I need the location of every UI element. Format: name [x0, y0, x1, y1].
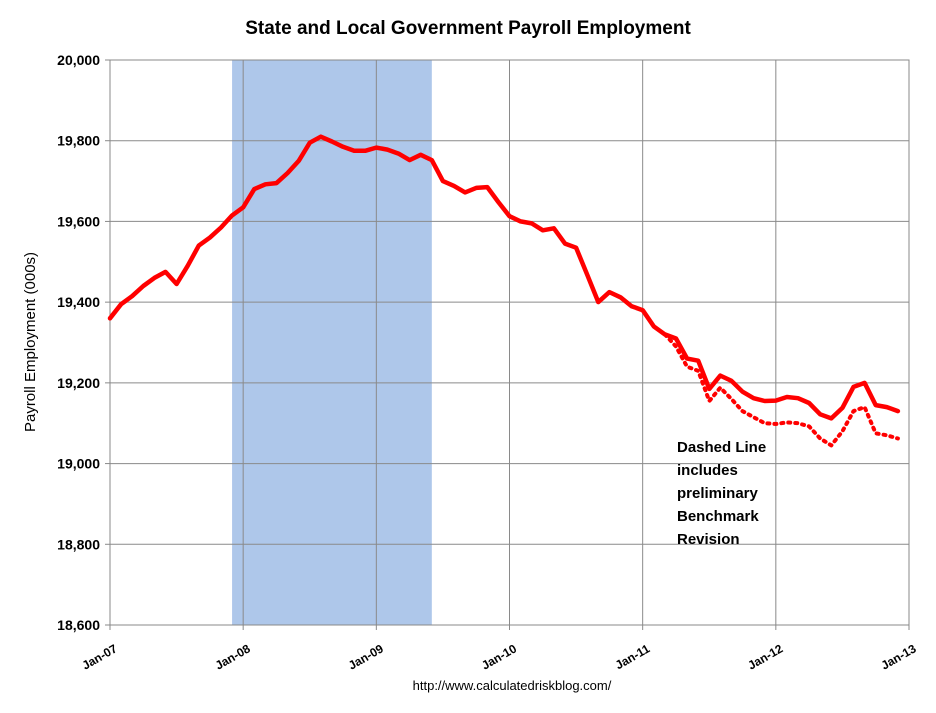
- annotation-line: Dashed Line: [677, 439, 766, 456]
- y-tick-label: 20,000: [57, 52, 100, 68]
- annotation-line: includes: [677, 462, 738, 479]
- gridlines: [105, 59, 910, 630]
- x-axis-ticks: Jan-07 Jan-08 Jan-09 Jan-10 Jan-11 Jan-12 Jan-…: [80, 641, 919, 672]
- y-axis-ticks: 18,600 18,800 19,000 19,200 19,400 19,600 19,8…: [57, 52, 100, 633]
- y-tick-label: 18,600: [57, 617, 100, 633]
- x-tick-label: Jan-10: [479, 641, 519, 672]
- series-line-payroll: [107, 134, 901, 421]
- annotation: Dashed Line includes preliminary Benchmark R…: [677, 439, 766, 548]
- recession-shading: [232, 60, 432, 625]
- y-tick-label: 19,800: [57, 133, 100, 149]
- y-tick-label: 19,200: [57, 375, 100, 391]
- x-tick-label: Jan-11: [613, 641, 653, 672]
- recession-band: [232, 60, 432, 625]
- x-tick-label: Jan-13: [879, 641, 919, 672]
- y-tick-label: 18,800: [57, 536, 100, 552]
- annotation-line: Benchmark: [677, 508, 759, 525]
- series-line-benchmark-revision: [662, 332, 900, 448]
- chart-title: State and Local Government Payroll Emplo…: [245, 18, 691, 39]
- y-tick-label: 19,400: [57, 294, 100, 310]
- y-axis-label: Payroll Employment (000s): [22, 252, 39, 432]
- annotation-line: Revision: [677, 531, 740, 548]
- x-tick-label: Jan-08: [213, 641, 253, 672]
- y-tick-label: 19,000: [57, 456, 100, 472]
- source-url: http://www.calculatedriskblog.com/: [413, 678, 612, 693]
- x-tick-label: Jan-12: [745, 641, 785, 672]
- annotation-line: preliminary: [677, 485, 759, 502]
- series-group: [107, 134, 901, 448]
- y-tick-label: 19,600: [57, 213, 100, 229]
- plot-area-border: [109, 59, 910, 626]
- x-tick-label: Jan-09: [346, 641, 386, 672]
- x-tick-label: Jan-07: [80, 641, 120, 672]
